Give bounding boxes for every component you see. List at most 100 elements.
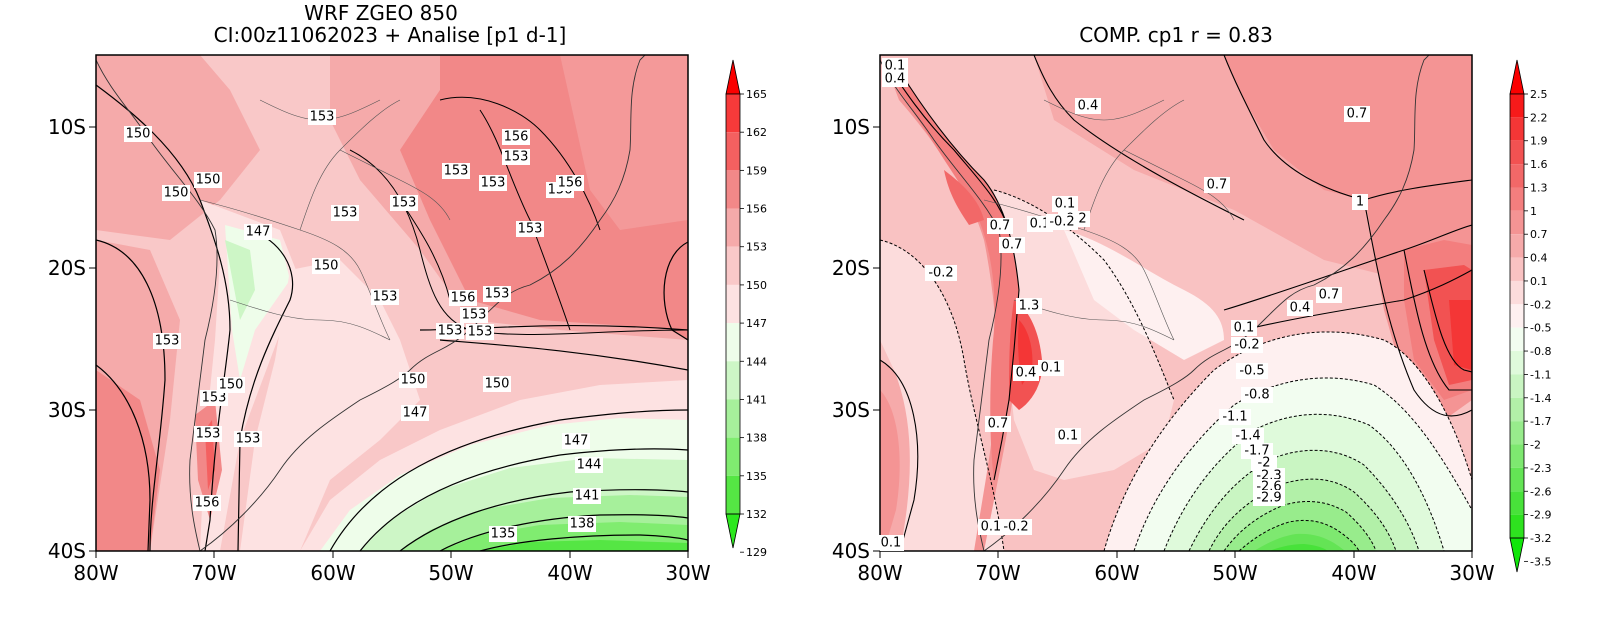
right-contour-label: -0.2 [1000, 519, 1032, 535]
colorbar-segment [1510, 117, 1524, 141]
colorbar-label: 0.1 [1530, 275, 1548, 288]
left-x-axis: 80W 70W 60W 50W 40W 30W [73, 551, 711, 585]
svg-text:0.1: 0.1 [1058, 429, 1079, 444]
colorbar-label: -1.4 [1530, 392, 1551, 405]
left-contour-label: 147 [244, 224, 272, 240]
left-contour-label: 150 [217, 377, 245, 393]
y-tick-label: 30S [48, 398, 86, 422]
left-contour-label: 150 [399, 372, 427, 388]
colorbar-label: -1.7 [1530, 415, 1551, 428]
left-contour-label: 153 [516, 221, 544, 237]
right-contour-label: -1.4 [1232, 428, 1264, 444]
colorbar-segment [726, 399, 740, 438]
colorbar-top-arrow [1509, 59, 1525, 95]
colorbar-label: 165 [746, 88, 767, 101]
colorbar-label: 141 [746, 393, 767, 406]
y-tick-label: 40S [48, 539, 86, 563]
svg-text:-2.9: -2.9 [1256, 491, 1281, 506]
right-contour-label: -1.1 [1219, 409, 1251, 425]
svg-text:153: 153 [468, 325, 493, 340]
svg-text:144: 144 [577, 458, 602, 473]
svg-text:156: 156 [504, 130, 529, 145]
colorbar-segment [1510, 304, 1524, 328]
svg-text:0.4: 0.4 [885, 72, 906, 87]
left-contour-label: 153 [483, 286, 511, 302]
left-contour-label: 153 [234, 431, 262, 447]
right-map-panel: COMP. cp1 r = 0.83 [804, 0, 1604, 620]
left-title-line-2: CI:00z11062023 + Analise [p1 d-1] [214, 23, 567, 47]
colorbar-label: -3.2 [1530, 532, 1551, 545]
svg-text:-1.4: -1.4 [1235, 429, 1260, 444]
left-contour-label: 153 [460, 307, 488, 323]
right-contour-label: 0.1 [978, 519, 1004, 535]
svg-text:-1.7: -1.7 [1244, 444, 1269, 459]
right-contour-label: -0.2 [925, 265, 957, 281]
svg-text:153: 153 [236, 432, 261, 447]
svg-text:147: 147 [403, 406, 428, 421]
right-contour-label: 0.1 [1231, 320, 1257, 336]
colorbar-segment [1510, 467, 1524, 492]
x-tick-label: 40W [1331, 561, 1376, 585]
right-contour-label: -0.5 [1236, 363, 1268, 379]
svg-text:153: 153 [392, 196, 417, 211]
svg-text:153: 153 [518, 222, 543, 237]
colorbar-segment [1510, 421, 1524, 445]
left-contour-label: 153 [436, 323, 464, 339]
svg-text:-2: -2 [1258, 456, 1271, 471]
colorbar-segment [1510, 140, 1524, 165]
colorbar-label: 159 [746, 164, 767, 177]
colorbar-label: 153 [746, 241, 767, 254]
left-contour-label: 147 [562, 433, 590, 449]
left-contour-label: 153 [194, 426, 222, 442]
colorbar-label: -2 [1530, 439, 1541, 452]
left-contour-label: 153 [308, 109, 336, 125]
left-contour-label: 150 [124, 126, 152, 142]
colorbar-label: 129 [746, 546, 767, 559]
x-tick-label: 30W [665, 561, 710, 585]
svg-text:153: 153 [196, 427, 221, 442]
right-contour-label: 0.4 [1013, 365, 1039, 381]
right-contour-label: 0.7 [1204, 177, 1230, 193]
svg-text:153: 153 [310, 110, 335, 125]
left-contour-labels: 153 150 150 150 147 153 153 153 153 153 … [124, 109, 603, 542]
right-contour-label: 0.7 [999, 237, 1025, 253]
colorbar-label: 150 [746, 279, 767, 292]
right-contour-label: -2.9 [1253, 490, 1285, 506]
colorbar-label: 1.9 [1530, 135, 1548, 148]
colorbar-segment [1510, 327, 1524, 352]
colorbar-segment [1510, 164, 1524, 188]
svg-text:0.7: 0.7 [1207, 178, 1228, 193]
left-contour-label: 153 [331, 205, 359, 221]
svg-text:0.4: 0.4 [1078, 99, 1099, 114]
right-map-svg: COMP. cp1 r = 0.83 [832, 23, 1552, 585]
svg-text:0.7: 0.7 [1347, 107, 1368, 122]
right-contour-label: 0.4 [882, 71, 908, 87]
colorbar-segment [1510, 94, 1524, 118]
right-contour-label: 1.3 [1016, 298, 1042, 314]
y-tick-label: 10S [48, 115, 86, 139]
svg-text:153: 153 [373, 290, 398, 305]
svg-text:0.7: 0.7 [988, 417, 1009, 432]
left-contour-label: 150 [194, 172, 222, 188]
right-colorbar: 2.5 2.2 1.9 1.6 1.3 1 0.7 0.4 0.1 -0.2 -0.5 -0.8 -1.… [1509, 59, 1551, 573]
colorbar-segment [726, 323, 740, 362]
colorbar-label: -2.3 [1530, 462, 1551, 475]
svg-text:150: 150 [126, 127, 151, 142]
right-y-axis: 10S 20S 30S 40S [832, 115, 880, 563]
svg-text:1: 1 [1356, 195, 1364, 210]
colorbar-bottom-arrow [725, 513, 741, 549]
right-title: COMP. cp1 r = 0.83 [1079, 23, 1273, 47]
colorbar-label: -0.5 [1530, 322, 1551, 335]
colorbar-segment [726, 437, 740, 476]
colorbar-segment [726, 475, 740, 514]
svg-text:1.3: 1.3 [1019, 299, 1040, 314]
svg-text:153: 153 [333, 206, 358, 221]
left-contour-label: 150 [312, 258, 340, 274]
x-tick-label: 70W [191, 561, 236, 585]
left-contour-label: 153 [442, 163, 470, 179]
colorbar-label: 1.3 [1530, 181, 1548, 194]
svg-text:156: 156 [195, 496, 220, 511]
svg-text:153: 153 [202, 391, 227, 406]
left-contour-label: 150 [162, 185, 190, 201]
x-tick-label: 80W [857, 561, 902, 585]
